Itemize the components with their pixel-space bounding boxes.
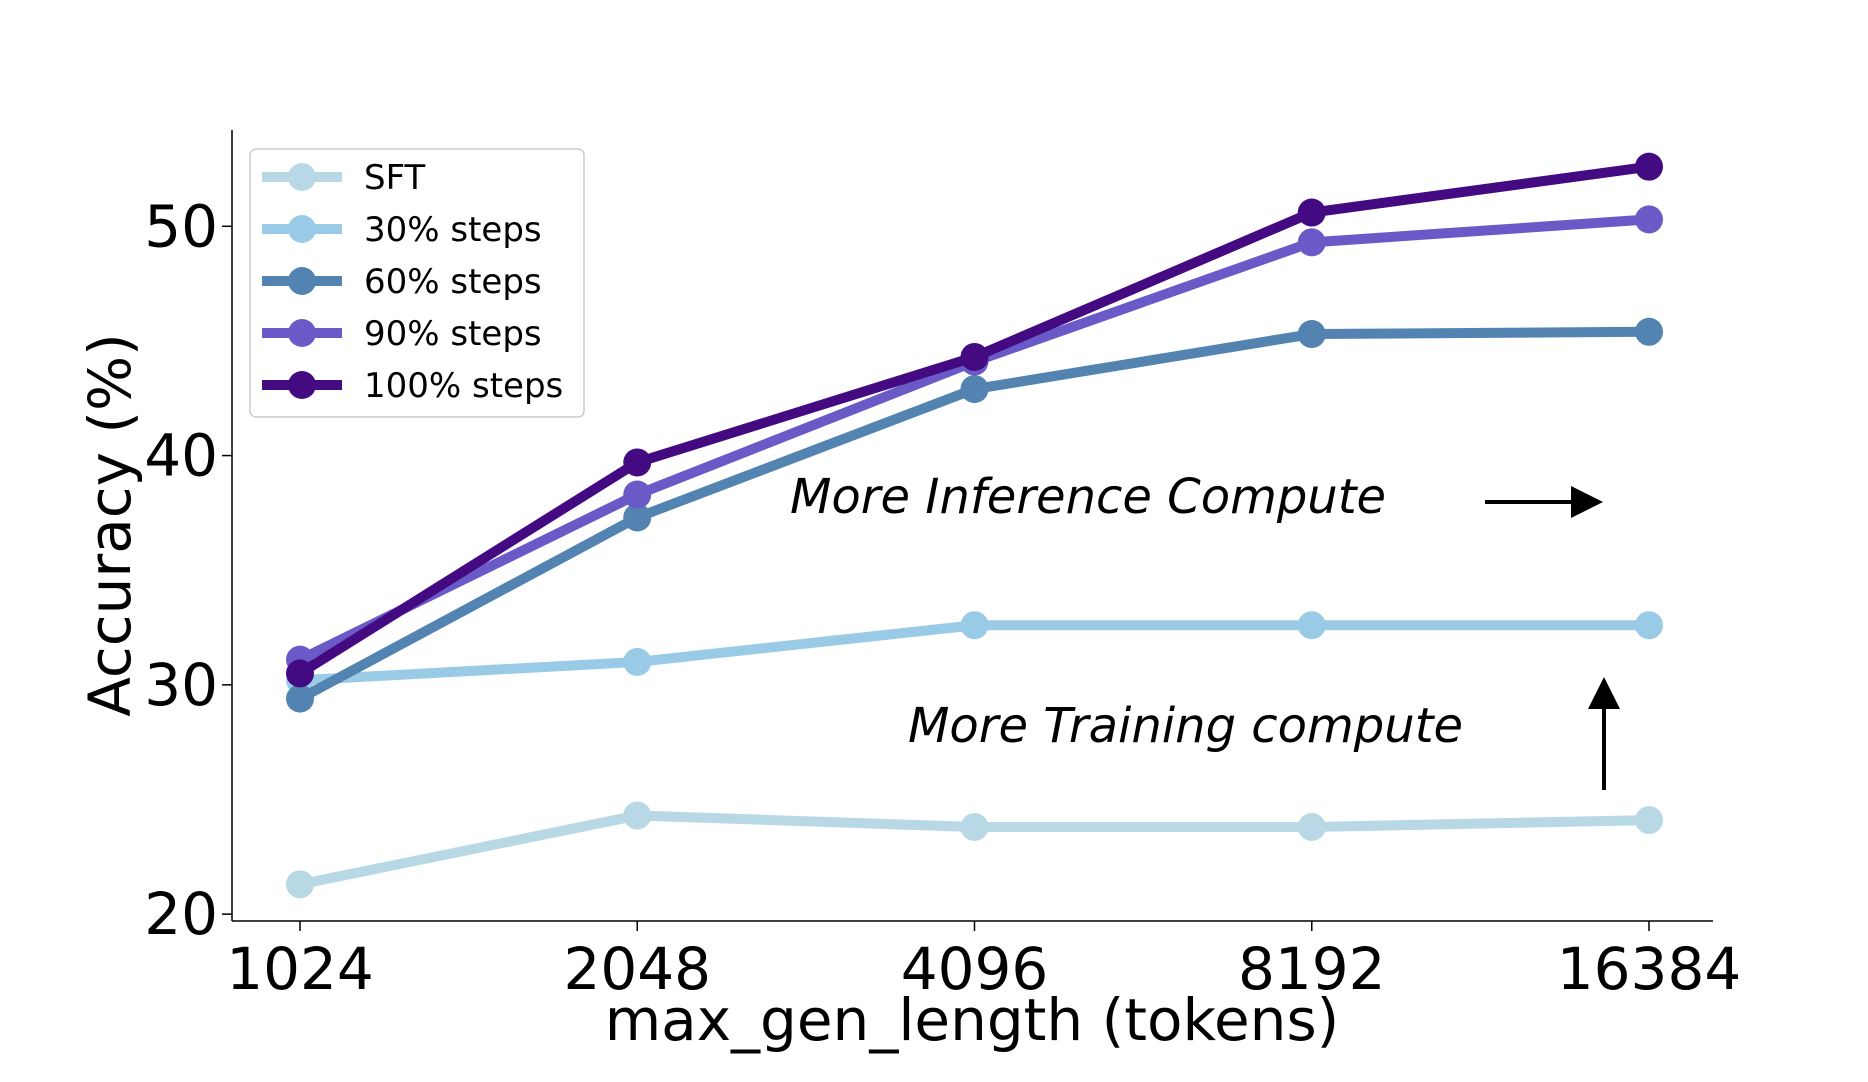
annotation-training-compute: More Training compute <box>908 698 1463 754</box>
series-5 <box>286 152 1663 688</box>
legend-swatch-marker <box>288 319 316 347</box>
legend-entry: 60% steps <box>262 262 542 302</box>
x-tick-label: 8192 <box>1238 935 1386 1003</box>
data-point <box>1297 228 1326 257</box>
y-tick-label: 40 <box>144 422 218 490</box>
y-axis-label: Accuracy (%) <box>76 333 144 717</box>
data-point <box>286 684 314 713</box>
data-point <box>623 647 652 676</box>
data-point <box>960 611 989 640</box>
x-tick-label: 4096 <box>901 935 1049 1003</box>
data-point <box>623 503 652 532</box>
x-ticks: 1024 2048 4096 8192 16384 <box>226 921 1741 1003</box>
annotation-inference-compute: More Inference Compute <box>790 469 1386 525</box>
legend-label: SFT <box>364 158 426 198</box>
legend-swatch-marker <box>288 267 316 295</box>
legend-label: 90% steps <box>364 314 542 354</box>
legend-label: 60% steps <box>364 262 542 302</box>
data-point <box>1635 205 1663 234</box>
data-point <box>960 342 989 371</box>
y-tick-label: 30 <box>144 651 218 719</box>
series-2 <box>286 611 1663 695</box>
data-point <box>623 448 652 477</box>
legend-label: 100% steps <box>364 366 563 406</box>
data-point <box>960 812 989 841</box>
data-point <box>1635 611 1663 640</box>
data-point <box>1635 152 1663 181</box>
data-point <box>286 870 314 899</box>
data-point <box>1635 806 1663 835</box>
x-tick-label: 2048 <box>563 935 711 1003</box>
legend-entry: 100% steps <box>262 366 563 406</box>
data-point <box>623 480 652 509</box>
data-point <box>1297 812 1326 841</box>
data-point <box>286 659 314 688</box>
legend-swatch-marker <box>288 163 316 191</box>
legend-entry: 30% steps <box>262 210 542 250</box>
legend-swatch-marker <box>288 371 316 399</box>
legend-label: 30% steps <box>364 210 542 250</box>
data-point <box>623 801 652 830</box>
series-1 <box>286 801 1663 899</box>
x-tick-label: 16384 <box>1557 935 1742 1003</box>
y-ticks: 20 30 40 50 <box>144 192 232 948</box>
series-3 <box>286 317 1663 713</box>
data-point <box>1297 320 1326 349</box>
legend-frame <box>249 148 585 418</box>
legend: SFT 30% steps 60% steps 90% steps 100% steps <box>249 148 585 418</box>
legend-entry: SFT <box>262 158 426 198</box>
legend-swatch-marker <box>288 215 316 243</box>
legend-entry: 90% steps <box>262 314 542 354</box>
y-tick-label: 50 <box>144 192 218 260</box>
x-axis-label: max_gen_length (tokens) <box>605 986 1340 1054</box>
y-tick-label: 20 <box>144 880 218 948</box>
data-point <box>960 375 989 404</box>
series-layer <box>286 152 1663 899</box>
data-point <box>1297 611 1326 640</box>
data-point <box>1635 317 1663 346</box>
data-point <box>1297 198 1326 227</box>
x-tick-label: 1024 <box>226 935 374 1003</box>
